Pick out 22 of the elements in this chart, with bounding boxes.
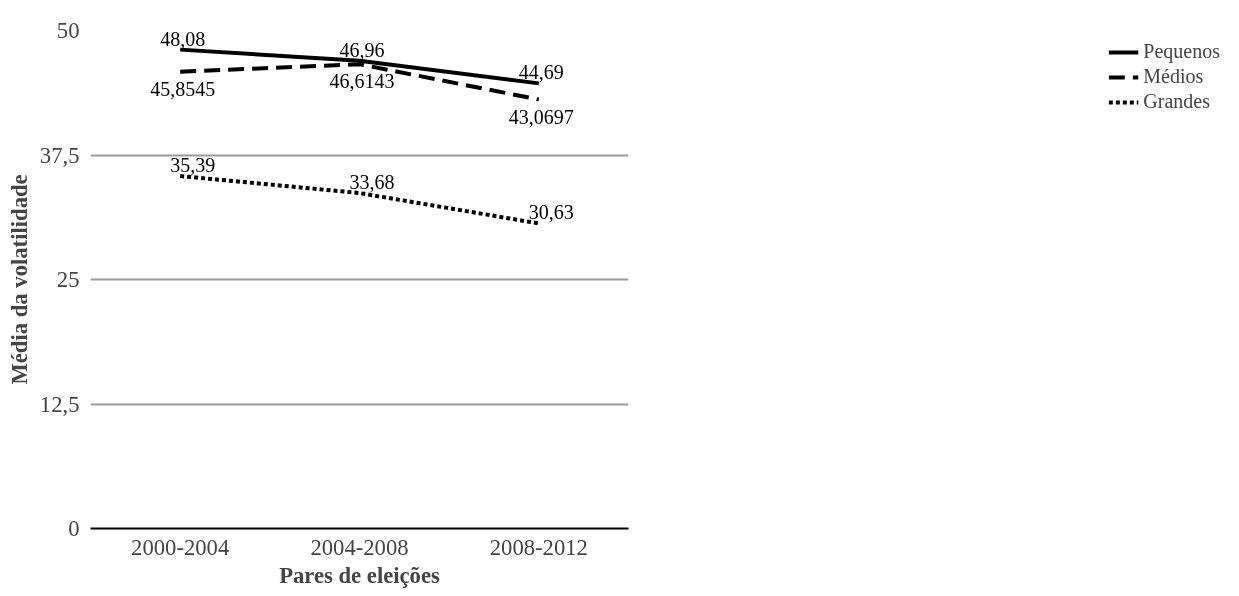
y-tick-label: 50 <box>56 18 80 43</box>
x-tick-label: 2000-2004 <box>131 534 230 560</box>
data-label: 48,08 <box>160 27 206 50</box>
data-label: 30,63 <box>528 201 574 224</box>
legend-label: Pequenos <box>1143 40 1220 63</box>
data-label: 45,8545 <box>150 77 216 100</box>
x-axis-title: Pares de eleições <box>279 562 440 588</box>
data-label: 46,96 <box>339 38 385 61</box>
legend-label: Médios <box>1143 65 1204 88</box>
legend-label: Grandes <box>1143 90 1210 113</box>
data-label: 44,69 <box>518 61 564 84</box>
y-tick-label: 12,5 <box>39 391 80 417</box>
y-axis-title: Média da volatilidade <box>6 174 32 385</box>
y-tick-label: 37,5 <box>39 142 80 168</box>
x-tick-label: 2004-2008 <box>310 534 409 560</box>
data-label: 35,39 <box>170 154 216 177</box>
data-label: 33,68 <box>349 171 395 194</box>
y-tick-label: 25 <box>56 267 80 292</box>
data-label: 46,6143 <box>329 70 395 93</box>
data-label: 43,0697 <box>508 105 574 128</box>
y-tick-label: 0 <box>68 516 80 541</box>
x-tick-label: 2008-2012 <box>489 534 588 560</box>
